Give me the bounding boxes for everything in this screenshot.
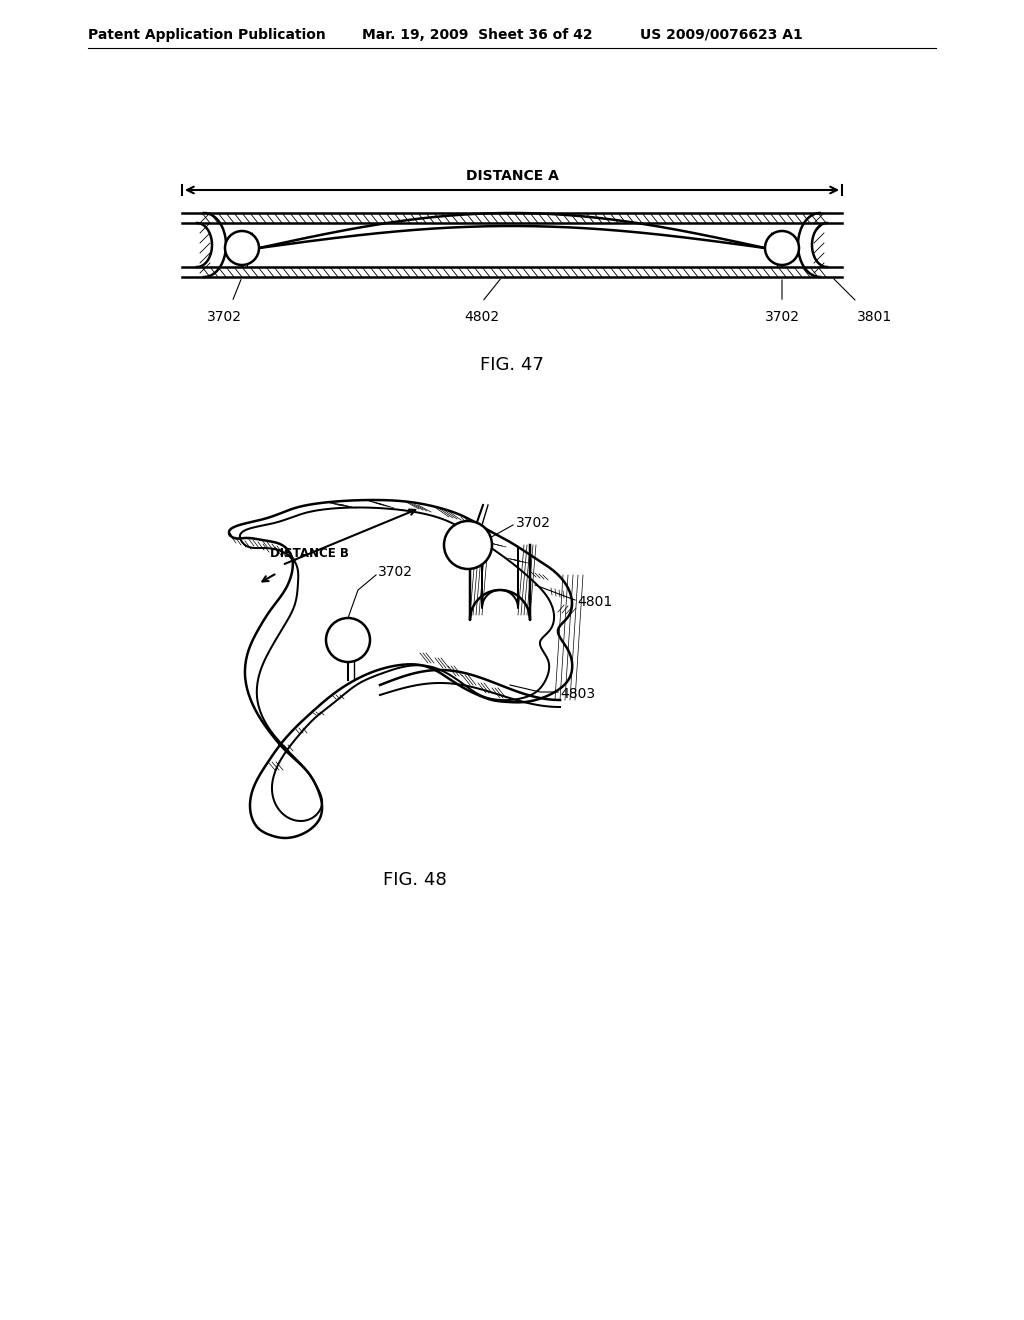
Circle shape xyxy=(444,521,492,569)
Text: 4802: 4802 xyxy=(465,310,500,323)
Text: US 2009/0076623 A1: US 2009/0076623 A1 xyxy=(640,28,803,42)
Text: Mar. 19, 2009  Sheet 36 of 42: Mar. 19, 2009 Sheet 36 of 42 xyxy=(362,28,593,42)
Text: 3702: 3702 xyxy=(765,310,800,323)
Bar xyxy=(202,213,822,223)
Text: FIG. 47: FIG. 47 xyxy=(480,356,544,374)
Text: Patent Application Publication: Patent Application Publication xyxy=(88,28,326,42)
Text: 3702: 3702 xyxy=(207,310,242,323)
Text: 3702: 3702 xyxy=(516,516,551,531)
Bar xyxy=(202,223,822,267)
Text: 4801: 4801 xyxy=(577,595,612,609)
Text: DISTANCE A: DISTANCE A xyxy=(466,169,558,183)
Circle shape xyxy=(326,618,370,663)
Text: 4803: 4803 xyxy=(560,686,595,701)
Circle shape xyxy=(225,231,259,265)
Text: 3801: 3801 xyxy=(857,310,892,323)
Text: FIG. 48: FIG. 48 xyxy=(383,871,446,888)
Text: DISTANCE B: DISTANCE B xyxy=(270,546,349,560)
Text: 3702: 3702 xyxy=(378,565,413,579)
Circle shape xyxy=(765,231,799,265)
